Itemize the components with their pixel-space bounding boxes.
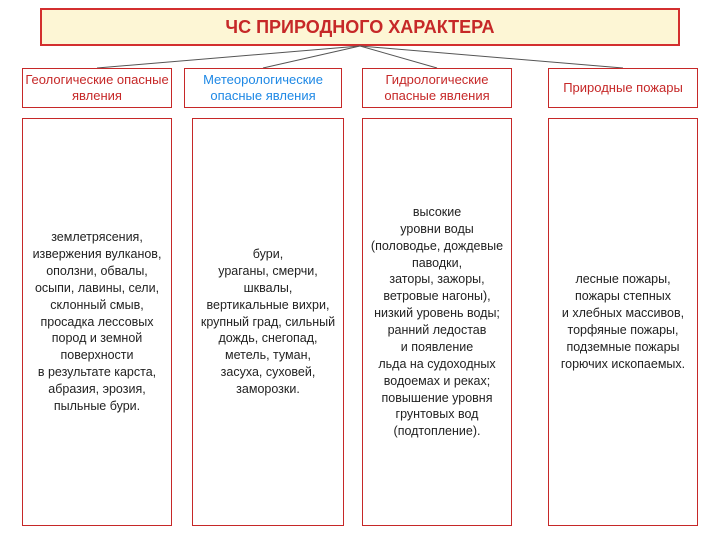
body-text: землетрясения, извержения вулканов, опол… bbox=[29, 229, 165, 415]
category-box-geo: Геологические опасные явления bbox=[22, 68, 172, 108]
category-label: Геологические опасные явления bbox=[25, 72, 169, 105]
body-text: высокие уровни воды (половодье, дождевые… bbox=[369, 204, 505, 440]
category-label: Природные пожары bbox=[563, 80, 683, 96]
body-text: бури, ураганы, смерчи, шквалы, вертикаль… bbox=[199, 246, 337, 398]
category-box-meteo: Метеорологические опасные явления bbox=[184, 68, 342, 108]
title-box: ЧС ПРИРОДНОГО ХАРАКТЕРА bbox=[40, 8, 680, 46]
body-box-hydro: высокие уровни воды (половодье, дождевые… bbox=[362, 118, 512, 526]
body-box-geo: землетрясения, извержения вулканов, опол… bbox=[22, 118, 172, 526]
category-box-fires: Природные пожары bbox=[548, 68, 698, 108]
category-box-hydro: Гидрологические опасные явления bbox=[362, 68, 512, 108]
body-box-fires: лесные пожары, пожары степных и хлебных … bbox=[548, 118, 698, 526]
body-box-meteo: бури, ураганы, смерчи, шквалы, вертикаль… bbox=[192, 118, 344, 526]
body-text: лесные пожары, пожары степных и хлебных … bbox=[555, 271, 691, 372]
category-label: Метеорологические опасные явления bbox=[187, 72, 339, 105]
category-label: Гидрологические опасные явления bbox=[365, 72, 509, 105]
